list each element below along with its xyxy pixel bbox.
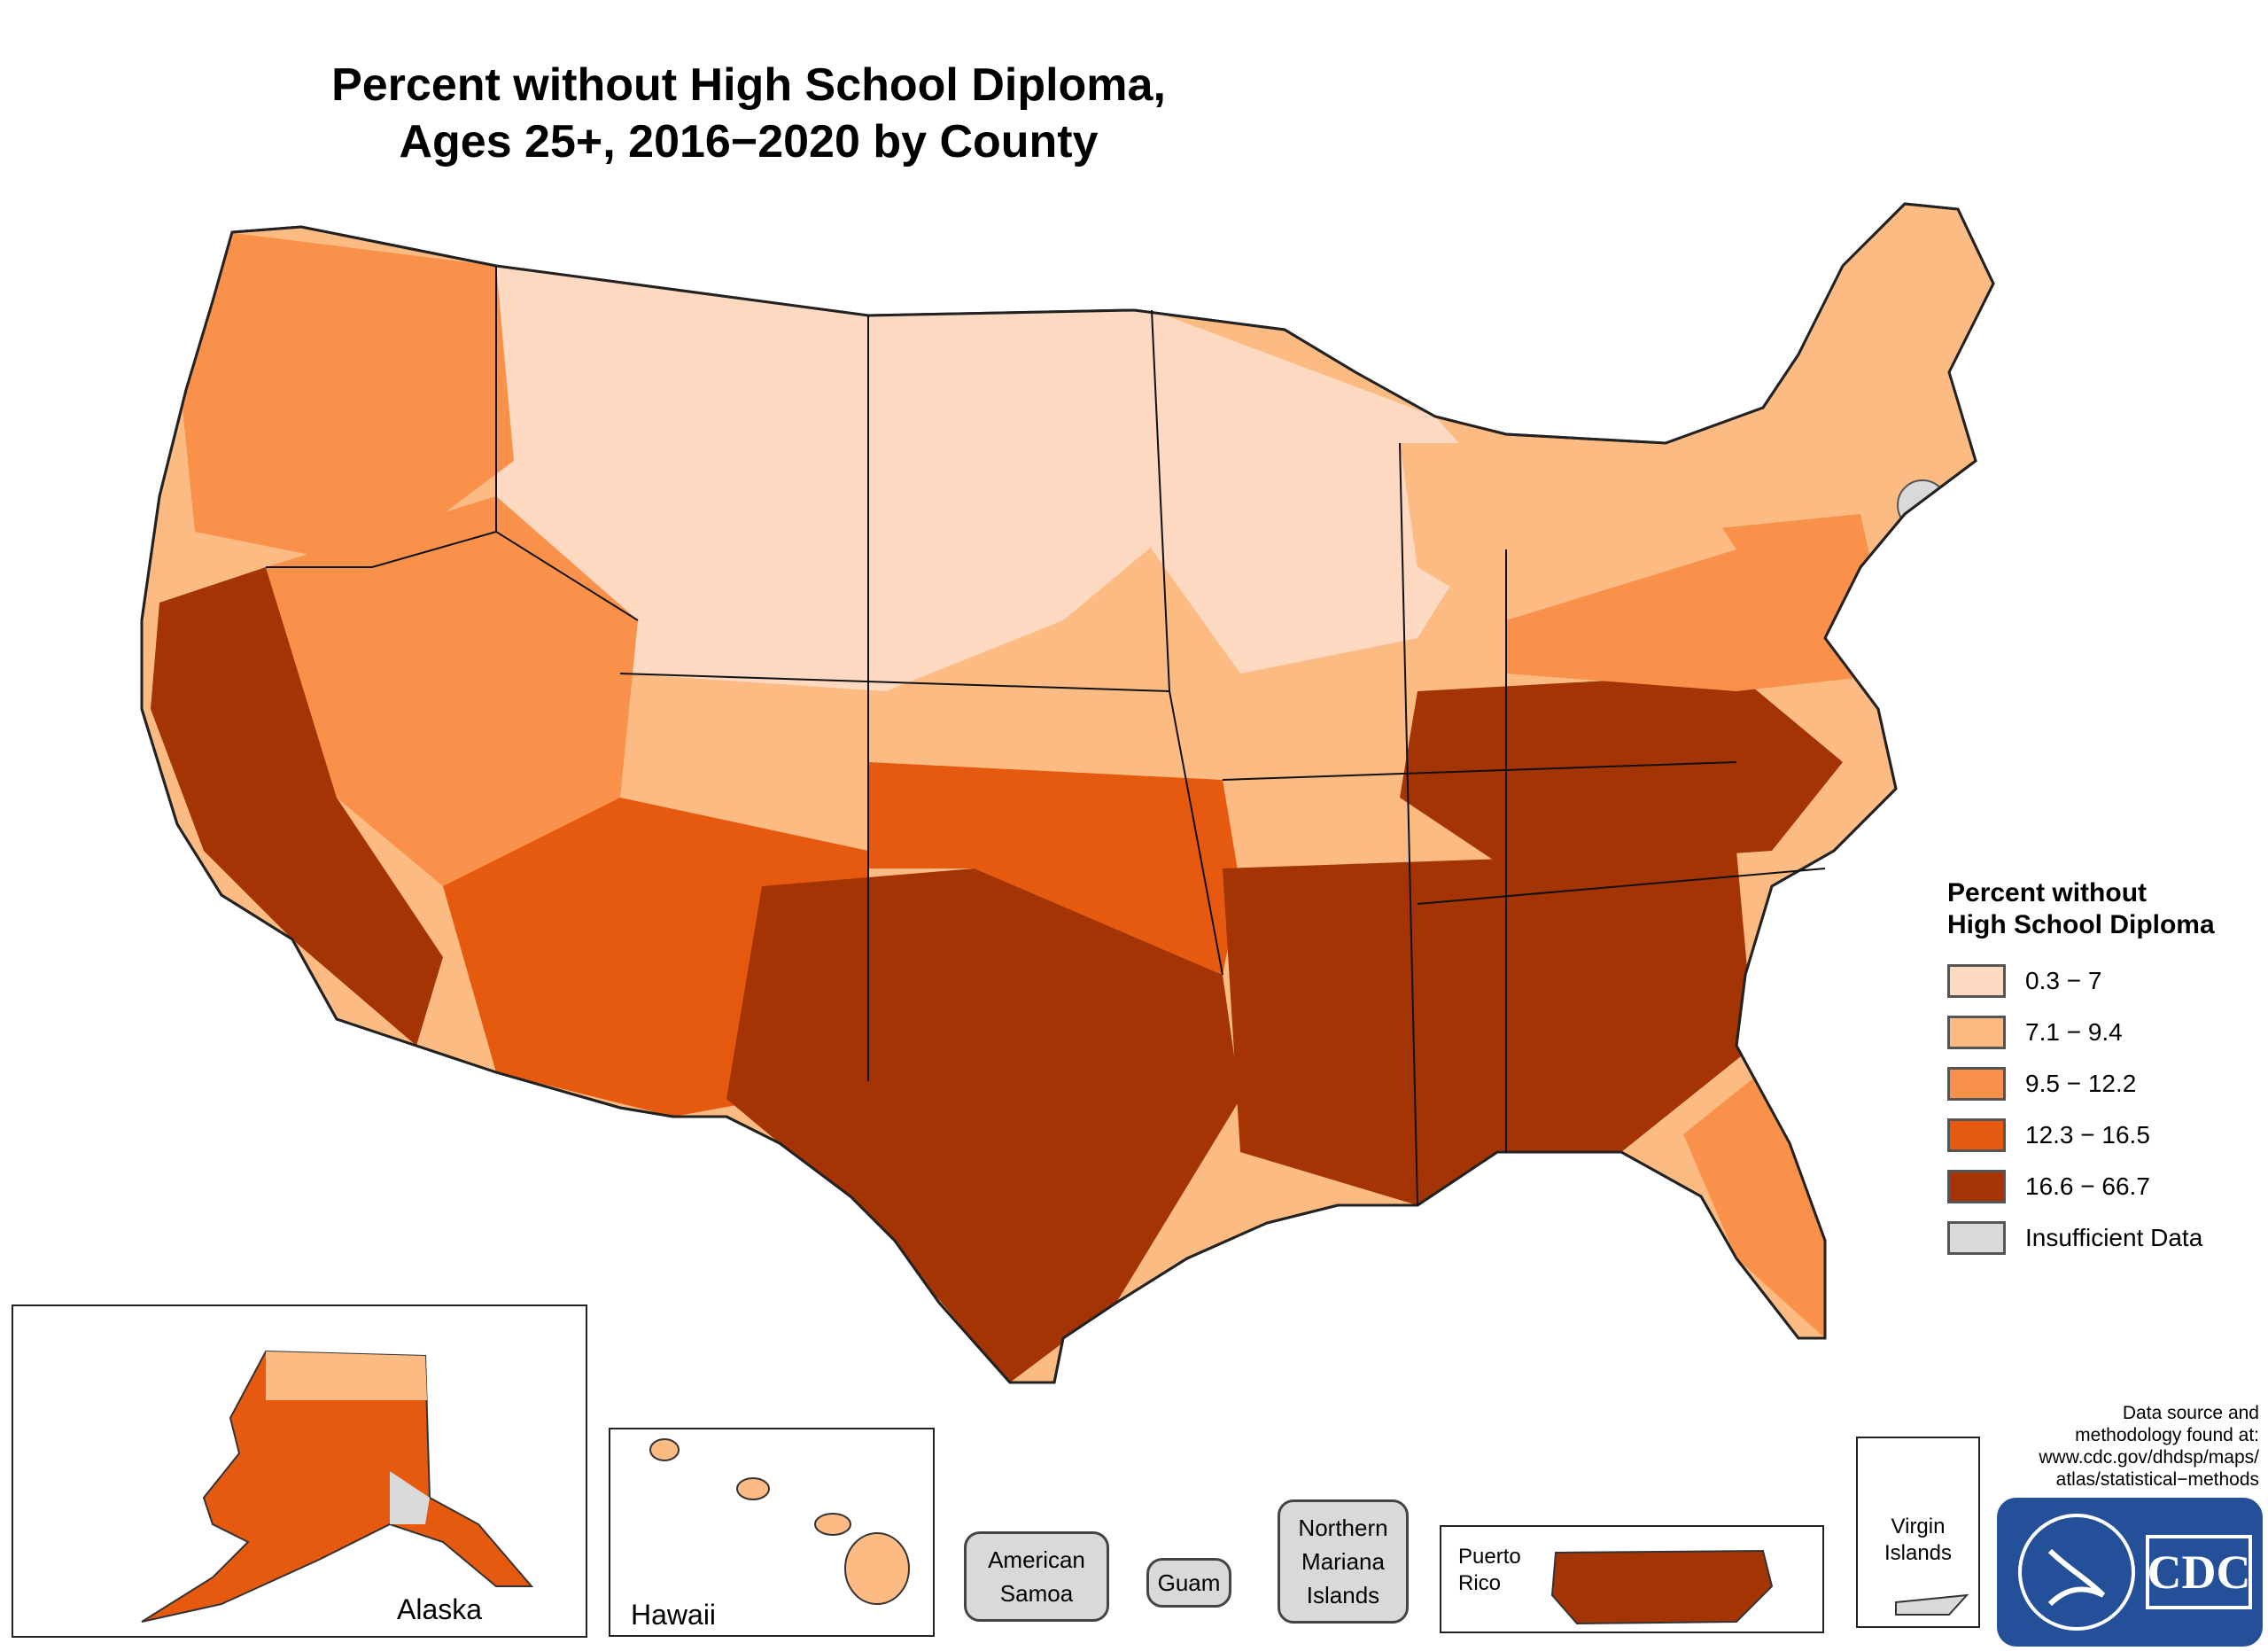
region-new-england <box>1798 209 1993 496</box>
legend-label: 9.5 − 12.2 <box>2025 1070 2137 1097</box>
alaska-label: Alaska <box>397 1593 483 1625</box>
puerto-rico-shape <box>1550 1549 1774 1625</box>
alaska-shape <box>141 1350 534 1623</box>
american-samoa-label-line1: American <box>988 1546 1085 1573</box>
virgin-islands-label: Virgin Islands <box>1857 1514 1979 1567</box>
american-samoa-label-line2: Samoa <box>999 1580 1074 1607</box>
cdc-box-icon <box>2146 1535 2252 1609</box>
legend-swatch <box>1947 1067 2006 1101</box>
legend-title: Percent without High School Diploma <box>1947 877 2257 941</box>
region-shading <box>151 209 1993 1382</box>
legend-label: 7.1 − 9.4 <box>2025 1018 2123 1046</box>
puerto-rico-label: Puerto Rico <box>1458 1544 1521 1597</box>
source-note: Data source and methodology found at: ww… <box>1922 1402 2259 1491</box>
legend-swatch <box>1947 964 2006 998</box>
legend-title-line2: High School Diploma <box>1947 910 2215 939</box>
region-northern-plains <box>496 266 1169 691</box>
northern-mariana-badge: Northern Mariana Islands <box>1278 1499 1409 1624</box>
legend: Percent without High School Diploma 0.3 … <box>1947 877 2257 1264</box>
hhs-eagle-icon <box>2047 1548 2106 1607</box>
legend-label: Insufficient Data <box>2025 1224 2203 1251</box>
state-borders <box>266 266 1826 1206</box>
legend-swatch <box>1947 1221 2006 1255</box>
hawaii-big-island <box>844 1532 910 1605</box>
legend-swatch <box>1947 1016 2006 1049</box>
conus-map <box>140 202 1995 1384</box>
conus-outline <box>140 202 1995 1384</box>
guam-label: Guam <box>1157 1569 1221 1596</box>
source-note-line4: atlas/statistical−methods <box>2055 1469 2259 1490</box>
guam-badge: Guam <box>1146 1558 1231 1608</box>
hawaii-oahu <box>736 1477 770 1500</box>
legend-item: 12.3 − 16.5 <box>1947 1110 2257 1161</box>
region-upper-midwest <box>1152 310 1506 674</box>
hawaii-maui <box>814 1513 851 1536</box>
alaska-inset <box>12 1304 587 1638</box>
source-note-line3: www.cdc.gov/dhdsp/maps/ <box>2039 1447 2259 1468</box>
hawaii-inset <box>609 1428 935 1637</box>
legend-item: 16.6 − 66.7 <box>1947 1161 2257 1212</box>
legend-label: 16.6 − 66.7 <box>2025 1172 2150 1200</box>
northern-mariana-label-line1: Northern <box>1298 1515 1388 1541</box>
virgin-islands-st-croix <box>1895 1593 1969 1616</box>
region-great-basin <box>266 496 638 886</box>
source-note-line1: Data source and <box>2122 1403 2259 1423</box>
region-great-lakes <box>1400 443 1736 620</box>
legend-label: 0.3 − 7 <box>2025 967 2102 994</box>
puerto-rico-label-line2: Rico <box>1458 1571 1502 1595</box>
alaska-southeast-gray <box>390 1471 430 1524</box>
cdc-logo-art <box>2018 1514 2252 1631</box>
cdc-wordmark: CDC <box>2147 1546 2251 1599</box>
virgin-islands-label-line2: Islands <box>1884 1541 1953 1565</box>
legend-item: 0.3 − 7 <box>1947 955 2257 1007</box>
source-note-line2: methodology found at: <box>2075 1425 2259 1445</box>
region-appalachia <box>1400 674 1843 868</box>
region-southern-plains <box>868 762 1240 975</box>
region-pacific-northwest <box>177 230 514 567</box>
legend-title-line1: Percent without <box>1947 878 2148 907</box>
region-california <box>151 567 443 1046</box>
legend-item: 9.5 − 12.2 <box>1947 1058 2257 1110</box>
legend-label: 12.3 − 16.5 <box>2025 1121 2150 1149</box>
virgin-islands-inset <box>1856 1437 1980 1628</box>
northern-mariana-label-line2: Mariana <box>1301 1548 1385 1575</box>
region-texas <box>726 868 1240 1382</box>
map-title: Percent without High School Diploma, Age… <box>0 57 1497 170</box>
american-samoa-badge: American Samoa <box>964 1531 1109 1622</box>
alaska-north-slope <box>266 1351 427 1400</box>
northern-mariana-label-line3: Islands <box>1306 1582 1380 1608</box>
legend-item: Insufficient Data <box>1947 1212 2257 1264</box>
puerto-rico-inset <box>1440 1525 1824 1633</box>
hhs-seal-icon <box>2018 1514 2135 1631</box>
map-title-line2: Ages 25+, 2016−2020 by County <box>399 116 1099 167</box>
map-title-line1: Percent without High School Diploma, <box>331 59 1166 111</box>
legend-swatch <box>1947 1170 2006 1203</box>
hawaii-label: Hawaii <box>631 1599 717 1631</box>
puerto-rico-label-line1: Puerto <box>1458 1545 1521 1569</box>
hawaii-kauai <box>649 1438 680 1461</box>
legend-item: 7.1 − 9.4 <box>1947 1007 2257 1058</box>
region-deep-south <box>1223 851 1754 1205</box>
cdc-logo: CDC <box>1997 1498 2263 1647</box>
virgin-islands-label-line1: Virgin <box>1891 1515 1946 1538</box>
legend-swatch <box>1947 1118 2006 1152</box>
